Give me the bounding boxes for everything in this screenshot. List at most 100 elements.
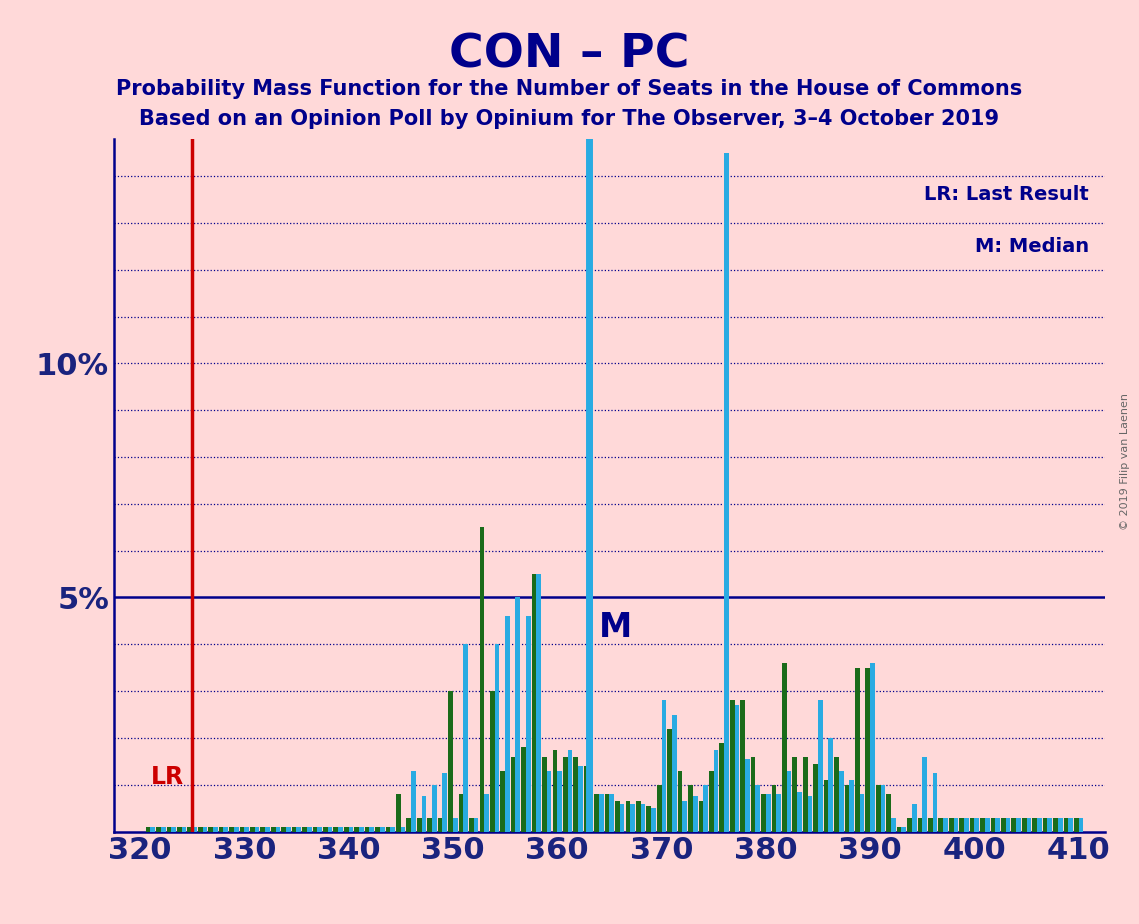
Bar [866,668,870,832]
Bar [276,827,280,832]
Bar [375,827,380,832]
Bar [688,784,693,832]
Bar [652,808,656,832]
Bar [589,317,593,832]
Bar [850,780,854,832]
Bar [318,827,322,832]
Bar [494,644,499,832]
Bar [156,827,161,832]
Bar [923,757,927,832]
Bar [474,818,478,832]
Bar [765,794,770,832]
Bar [464,644,468,832]
Bar [349,827,353,832]
Bar [1016,818,1021,832]
Bar [532,574,536,832]
Bar [896,827,901,832]
Bar [808,796,812,832]
Bar [198,827,203,832]
Bar [1054,818,1058,832]
Bar [417,818,421,832]
Bar [708,771,714,832]
Bar [411,771,416,832]
Bar [421,796,426,832]
Bar [782,663,787,832]
Bar [620,804,624,832]
Bar [823,780,828,832]
Bar [939,818,943,832]
Bar [672,714,677,832]
Text: M: M [599,612,632,644]
Bar [969,818,975,832]
Bar [229,827,233,832]
Bar [886,794,891,832]
Bar [1032,818,1036,832]
Bar [334,827,338,832]
Bar [261,827,265,832]
Bar [328,827,333,832]
Bar [698,801,703,832]
Bar [432,784,436,832]
Bar [505,616,510,832]
Bar [891,818,895,832]
Bar [1026,818,1031,832]
Bar [1048,818,1052,832]
Bar [740,700,745,832]
Bar [323,827,328,832]
Bar [605,794,609,832]
Bar [251,827,255,832]
Bar [171,827,175,832]
Bar [306,827,312,832]
Bar [359,827,363,832]
Bar [901,827,907,832]
Bar [959,818,964,832]
Bar [714,749,719,832]
Bar [312,827,318,832]
Bar [834,757,838,832]
Text: LR: Last Result: LR: Last Result [925,186,1089,204]
Bar [761,794,765,832]
Bar [693,796,697,832]
Bar [735,705,739,832]
Bar [803,757,808,832]
Bar [150,827,155,832]
Bar [579,766,583,832]
Bar [244,827,249,832]
Bar [182,827,187,832]
Bar [793,757,797,832]
Bar [953,818,958,832]
Bar [286,827,290,832]
Bar [547,771,551,832]
Bar [386,827,391,832]
Bar [557,771,562,832]
Bar [396,794,401,832]
Text: Probability Mass Function for the Number of Seats in the House of Commons: Probability Mass Function for the Number… [116,79,1023,99]
Bar [161,827,165,832]
Bar [813,764,818,832]
Bar [860,794,865,832]
Bar [995,818,1000,832]
Bar [933,773,937,832]
Bar [828,738,833,832]
Bar [855,668,860,832]
Bar [219,827,223,832]
Bar [928,818,933,832]
Bar [682,801,687,832]
Bar [391,827,395,832]
Bar [1064,818,1068,832]
Bar [1074,818,1079,832]
Bar [745,759,749,832]
Bar [981,818,985,832]
Bar [678,771,682,832]
Bar [510,757,516,832]
Bar [338,827,343,832]
Text: CON – PC: CON – PC [449,32,690,78]
Bar [720,743,724,832]
Text: © 2019 Filip van Laenen: © 2019 Filip van Laenen [1121,394,1130,530]
Bar [203,827,207,832]
Bar [964,818,968,832]
Bar [380,827,385,832]
Bar [1022,818,1026,832]
Bar [490,691,494,832]
Bar [208,827,213,832]
